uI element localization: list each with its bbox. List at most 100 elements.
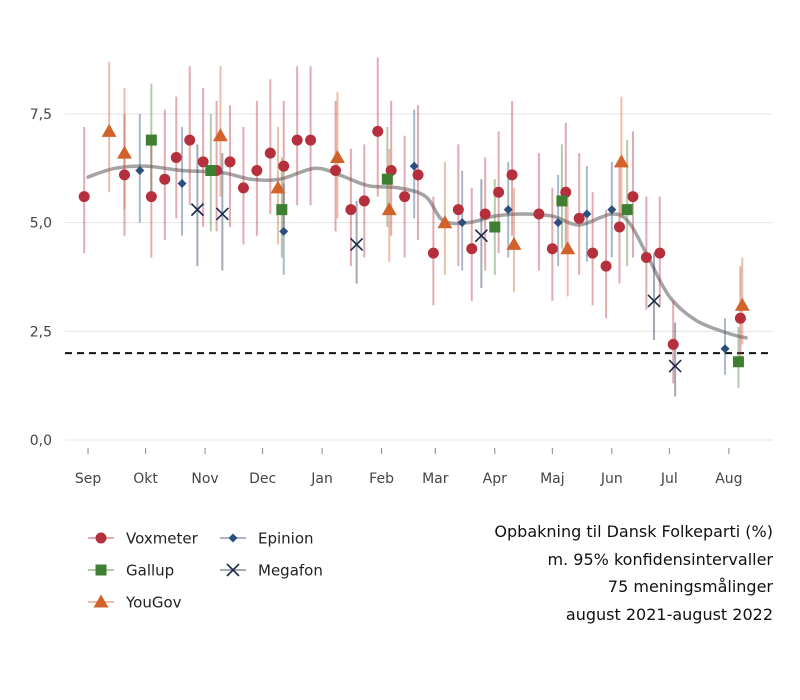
epinion-point <box>582 209 592 219</box>
voxmeter-point <box>330 165 342 177</box>
voxmeter-point <box>546 243 558 255</box>
legend: Voxmeter Gallup YouGov Epinion Megafon <box>88 530 323 612</box>
voxmeter-point <box>600 260 612 272</box>
yougov-point <box>506 236 522 250</box>
x-tick-label: Sep <box>75 471 102 487</box>
x-tick-label: Aug <box>715 471 742 487</box>
voxmeter-point <box>291 134 303 146</box>
y-tick-label: 0,0 <box>30 433 52 449</box>
caption-line-2: m. 95% konfidensintervaller <box>547 549 773 569</box>
yougov-point <box>437 215 453 229</box>
yougov-point <box>212 128 228 142</box>
epinion-point <box>720 344 730 354</box>
epinion-point <box>177 179 187 189</box>
gallup-point <box>276 204 288 216</box>
chart-caption: Opbakning til Dansk Folkeparti (%) m. 95… <box>494 518 773 628</box>
voxmeter-point <box>479 208 491 220</box>
y-axis-labels: 0,0 2,5 5,0 7,5 <box>30 107 52 449</box>
voxmeter-point <box>345 204 357 216</box>
voxmeter-point <box>734 312 746 324</box>
x-tick-label: Mar <box>422 471 449 487</box>
error-bars <box>83 57 744 397</box>
epinion-point <box>279 226 289 236</box>
yougov-point <box>329 149 345 163</box>
epinion-point <box>503 205 513 215</box>
legend-label-epinion: Epinion <box>258 530 314 548</box>
megafon-point <box>190 203 204 217</box>
gallup-point <box>732 356 744 368</box>
yougov-point <box>101 123 117 137</box>
x-tick-label: Jun <box>600 471 623 487</box>
voxmeter-point <box>358 195 370 207</box>
megafon-point <box>668 359 682 373</box>
voxmeter-point <box>264 147 276 159</box>
voxmeter-point <box>533 208 545 220</box>
voxmeter-point <box>614 221 626 233</box>
yougov-point <box>560 241 576 255</box>
voxmeter-point <box>427 247 439 259</box>
caption-line-3: 75 meningsmålinger <box>607 577 773 596</box>
voxmeter-point <box>560 186 572 198</box>
voxmeter-point <box>493 186 505 198</box>
y-tick-label: 5,0 <box>30 216 52 232</box>
megafon-point <box>215 207 229 221</box>
yougov-point <box>734 297 750 311</box>
y-tick-label: 2,5 <box>30 324 52 340</box>
voxmeter-point <box>466 243 478 255</box>
legend-label-yougov: YouGov <box>125 594 182 612</box>
voxmeter-point <box>573 212 585 224</box>
caption-line-4: august 2021-august 2022 <box>565 604 773 624</box>
caption-line-1: Opbakning til Dansk Folkeparti (%) <box>494 522 773 541</box>
x-tick-label: Okt <box>133 471 158 487</box>
epinion-point <box>457 218 467 228</box>
epinion-point <box>409 161 419 171</box>
gallup-point <box>145 134 157 146</box>
voxmeter-point <box>399 191 411 203</box>
voxmeter-point <box>412 169 424 181</box>
legend-marker-megafon <box>226 563 240 577</box>
voxmeter-point <box>640 251 652 263</box>
voxmeter-point <box>452 204 464 216</box>
grid-lines <box>65 113 773 441</box>
gallup-point <box>381 173 393 185</box>
legend-label-voxmeter: Voxmeter <box>126 530 199 548</box>
voxmeter-point <box>654 247 666 259</box>
voxmeter-point <box>251 165 263 177</box>
legend-marker-yougov <box>93 594 109 608</box>
legend-marker-gallup <box>95 564 107 576</box>
voxmeter-point <box>506 169 518 181</box>
voxmeter-point <box>667 338 679 350</box>
voxmeter-point <box>118 169 130 181</box>
x-tick-label: Apr <box>483 471 507 487</box>
voxmeter-point <box>159 173 171 185</box>
voxmeter-point <box>184 134 196 146</box>
epinion-point <box>135 166 145 176</box>
legend-label-megafon: Megafon <box>258 562 323 580</box>
data-points <box>78 123 750 373</box>
x-tick-label: Jan <box>310 471 333 487</box>
legend-item-voxmeter: Voxmeter <box>88 530 199 548</box>
voxmeter-point <box>385 165 397 177</box>
voxmeter-point <box>224 156 236 168</box>
gallup-point <box>556 195 568 207</box>
legend-item-epinion: Epinion <box>220 530 314 548</box>
voxmeter-point <box>197 156 209 168</box>
legend-marker-epinion <box>228 533 238 543</box>
epinion-point <box>553 218 563 228</box>
voxmeter-point <box>170 151 182 163</box>
legend-item-yougov: YouGov <box>88 594 182 612</box>
legend-item-megafon: Megafon <box>220 562 323 580</box>
yougov-point <box>270 180 286 194</box>
yougov-point <box>613 154 629 168</box>
voxmeter-point <box>627 191 639 203</box>
x-tick-label: Feb <box>369 471 394 487</box>
voxmeter-point <box>372 125 384 137</box>
legend-item-gallup: Gallup <box>88 562 174 580</box>
voxmeter-point <box>305 134 317 146</box>
yougov-point <box>381 202 397 216</box>
voxmeter-point <box>587 247 599 259</box>
voxmeter-point <box>145 191 157 203</box>
gallup-point <box>621 204 633 216</box>
legend-label-gallup: Gallup <box>126 562 174 580</box>
